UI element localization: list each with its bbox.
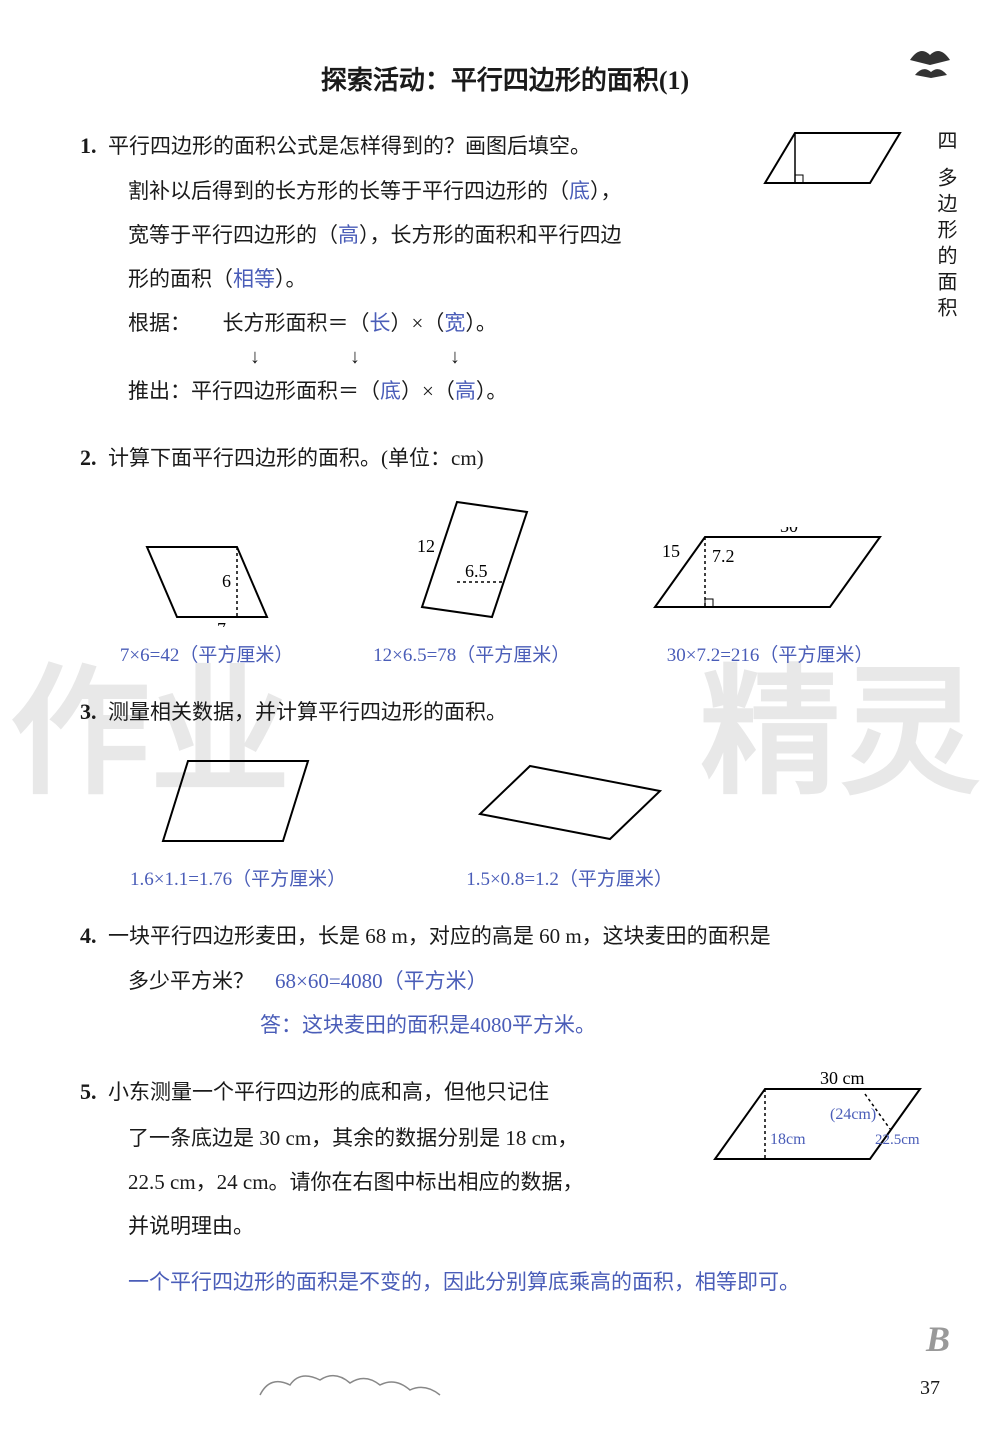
p1-a2: 高	[338, 223, 359, 247]
p1-l5b: ）×（	[391, 311, 445, 335]
corner-mark: B	[926, 1318, 950, 1360]
p1-a3: 相等	[233, 267, 275, 291]
svg-text:12: 12	[417, 536, 435, 556]
p2-shape3: 30 15 7.2 30×7.2=216（平方厘米）	[650, 527, 890, 667]
p1-l1: 平行四边形的面积公式是怎样得到的？画图后填空。	[108, 134, 591, 158]
p3-shape2: 1.5×0.8=1.2（平方厘米）	[466, 751, 673, 891]
p4-a1: 68×60=4080（平方米）	[275, 969, 488, 993]
p1-l2a: 割补以后得到的长方形的长等于平行四边形的（	[128, 179, 569, 203]
svg-text:15: 15	[662, 541, 680, 561]
p2-text: 计算下面平行四边形的面积。(单位：cm)	[108, 446, 484, 470]
p1-l6a: 推出：平行四边形面积＝（	[128, 379, 380, 403]
p5-parallelogram: 30 cm (24cm) 18cm 22.5cm	[710, 1069, 930, 1184]
svg-text:7.2: 7.2	[712, 546, 735, 566]
p1-l5a: 根据： 长方形面积＝（	[128, 311, 370, 335]
p5-l4: 并说明理由。	[128, 1214, 254, 1238]
p1-l4a: 形的面积（	[128, 267, 233, 291]
svg-text:22.5cm: 22.5cm	[875, 1132, 920, 1148]
p2-shape2: 12 6.5 12×6.5=78（平方厘米）	[373, 497, 570, 667]
p1-l6b: ）×（	[401, 379, 455, 403]
svg-text:30: 30	[780, 527, 798, 536]
p4-l2: 多少平方米？	[128, 969, 254, 993]
p1-a1: 底	[569, 179, 590, 203]
p1-l6c: ）。	[476, 379, 508, 403]
p1-l5c: ）。	[465, 311, 497, 335]
p3-text: 测量相关数据，并计算平行四边形的面积。	[108, 700, 507, 724]
svg-text:6.5: 6.5	[465, 561, 488, 581]
p3-num: 3.	[80, 689, 108, 735]
page-number: 37	[920, 1377, 940, 1400]
p1-l4b: ）。	[275, 267, 307, 291]
p5-num: 5.	[80, 1069, 108, 1115]
p1-num: 1.	[80, 123, 108, 169]
p1-l3b: ），长方形的面积和平行四边	[359, 223, 622, 247]
p2-ans2: 12×6.5=78（平方厘米）	[373, 640, 570, 667]
p3-shape1: 1.6×1.1=1.76（平方厘米）	[130, 751, 346, 891]
cloud-decoration	[250, 1365, 450, 1410]
svg-text:(24cm): (24cm)	[830, 1106, 876, 1123]
svg-text:6: 6	[222, 571, 231, 591]
page-title: 探索活动：平行四边形的面积(1)	[80, 60, 930, 97]
p2-ans3: 30×7.2=216（平方厘米）	[650, 640, 890, 667]
problem-3: 3.测量相关数据，并计算平行四边形的面积。 1.6×1.1=1.76（平方厘米）…	[80, 689, 930, 891]
problem-4: 4.一块平行四边形麦田，长是 68 m，对应的高是 60 m，这块麦田的面积是 …	[80, 913, 930, 1047]
p1-a6: 底	[380, 379, 401, 403]
p3-ans2: 1.5×0.8=1.2（平方厘米）	[466, 864, 673, 891]
p1-a7: 高	[455, 379, 476, 403]
p2-ans1: 7×6=42（平方厘米）	[120, 640, 293, 667]
p1-l3a: 宽等于平行四边形的（	[128, 223, 338, 247]
p5-l1: 小东测量一个平行四边形的底和高，但他只记住	[108, 1080, 549, 1104]
problem-5: 30 cm (24cm) 18cm 22.5cm 5.小东测量一个平行四边形的底…	[80, 1069, 930, 1304]
page-content: 探索活动：平行四边形的面积(1) 1.平行四边形的面积公式是怎样得到的？画图后填…	[80, 60, 930, 1304]
p4-a2: 答：这块麦田的面积是4080平方米。	[260, 1013, 596, 1037]
p4-l1: 一块平行四边形麦田，长是 68 m，对应的高是 60 m，这块麦田的面积是	[108, 924, 771, 948]
p3-ans1: 1.6×1.1=1.76（平方厘米）	[130, 864, 346, 891]
svg-text:18cm: 18cm	[770, 1131, 806, 1148]
p5-l2: 了一条底边是 30 cm，其余的数据分别是 18 cm，	[128, 1126, 578, 1150]
p1-a5: 宽	[444, 311, 465, 335]
svg-text:30 cm: 30 cm	[820, 1069, 865, 1088]
p2-shape1: 6 7 7×6=42（平方厘米）	[120, 527, 293, 667]
svg-text:7: 7	[217, 619, 226, 627]
p5-ans: 一个平行四边形的面积是不变的，因此分别算底乘高的面积，相等即可。	[128, 1260, 930, 1304]
chapter-label: 四 多边形的面积	[931, 130, 960, 323]
p1-arrows: ↓↓↓	[250, 346, 930, 369]
p1-l2b: ），	[590, 179, 622, 203]
p1-parallelogram	[760, 123, 910, 198]
p2-num: 2.	[80, 435, 108, 481]
p4-num: 4.	[80, 913, 108, 959]
problem-2: 2.计算下面平行四边形的面积。(单位：cm) 6 7 7×6=42（平方厘米） …	[80, 435, 930, 667]
p1-a4: 长	[370, 311, 391, 335]
problem-1: 1.平行四边形的面积公式是怎样得到的？画图后填空。 割补以后得到的长方形的长等于…	[80, 123, 930, 413]
p5-l3: 22.5 cm，24 cm。请你在右图中标出相应的数据，	[128, 1170, 584, 1194]
